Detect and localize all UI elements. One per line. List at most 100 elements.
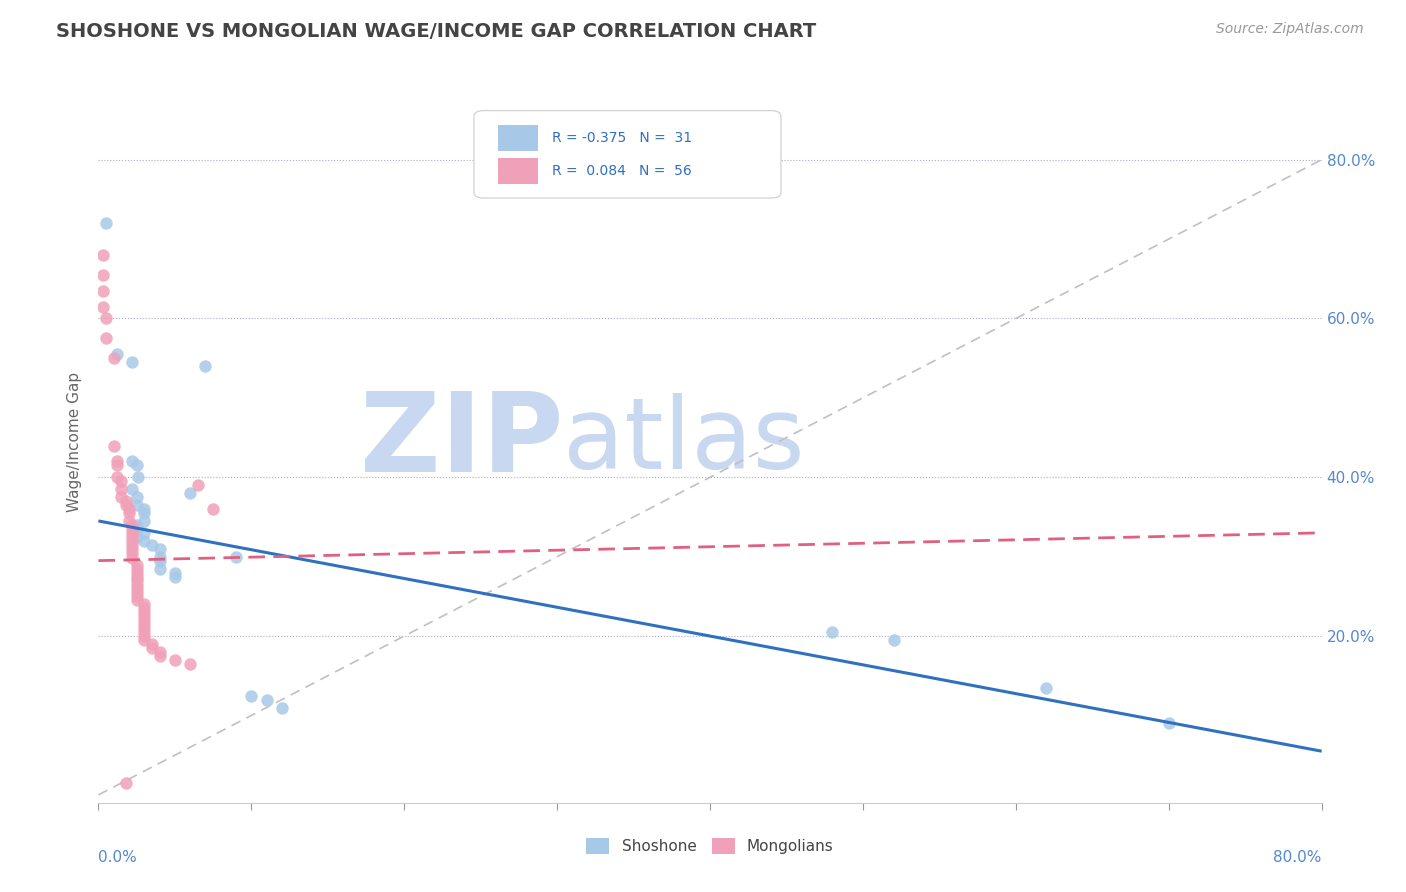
Point xyxy=(118,506,141,520)
Text: atlas: atlas xyxy=(564,393,804,490)
Point xyxy=(105,470,128,484)
Point xyxy=(127,470,149,484)
Point xyxy=(105,347,128,361)
Point xyxy=(134,617,156,632)
Point xyxy=(134,633,156,648)
Point xyxy=(1157,716,1180,731)
Point xyxy=(103,438,125,452)
Point xyxy=(134,621,156,635)
Point xyxy=(149,549,172,564)
Legend: Shoshone, Mongolians: Shoshone, Mongolians xyxy=(581,832,839,860)
Point xyxy=(125,566,148,580)
Point xyxy=(163,653,186,667)
Point xyxy=(121,533,143,548)
Point xyxy=(121,538,143,552)
Point xyxy=(125,585,148,599)
Point xyxy=(179,657,201,671)
Point xyxy=(121,525,143,540)
Point xyxy=(125,530,148,544)
Point xyxy=(125,561,148,575)
Point xyxy=(149,541,172,556)
Point xyxy=(110,490,132,504)
Point xyxy=(134,525,156,540)
Point xyxy=(125,458,148,473)
Point xyxy=(225,549,247,564)
Point xyxy=(118,514,141,528)
Point xyxy=(256,692,278,706)
FancyBboxPatch shape xyxy=(474,111,780,198)
Point xyxy=(134,506,156,520)
Point xyxy=(134,514,156,528)
Point xyxy=(115,498,138,512)
Point xyxy=(240,689,263,703)
Point xyxy=(110,475,132,489)
Text: SHOSHONE VS MONGOLIAN WAGE/INCOME GAP CORRELATION CHART: SHOSHONE VS MONGOLIAN WAGE/INCOME GAP CO… xyxy=(56,22,817,41)
Text: ZIP: ZIP xyxy=(360,388,564,495)
Point xyxy=(121,546,143,560)
Point xyxy=(134,502,156,516)
Point xyxy=(110,482,132,496)
Point xyxy=(105,454,128,468)
Point xyxy=(141,637,163,651)
Point xyxy=(141,538,163,552)
Point xyxy=(134,601,156,615)
Point xyxy=(125,490,148,504)
Point xyxy=(115,494,138,508)
Point xyxy=(121,522,143,536)
Text: R =  0.084   N =  56: R = 0.084 N = 56 xyxy=(553,164,692,178)
Point xyxy=(179,486,201,500)
Point xyxy=(134,605,156,619)
Point xyxy=(91,268,114,282)
Point xyxy=(125,517,148,532)
Point xyxy=(121,454,143,468)
Point xyxy=(125,593,148,607)
Point xyxy=(163,566,186,580)
Point xyxy=(121,355,143,369)
Point xyxy=(134,625,156,640)
Point xyxy=(194,359,217,373)
Point xyxy=(125,590,148,604)
Bar xyxy=(498,158,537,184)
Point xyxy=(149,561,172,575)
Point xyxy=(121,530,143,544)
Point xyxy=(163,569,186,583)
Point xyxy=(125,577,148,591)
Point xyxy=(121,482,143,496)
Point xyxy=(105,458,128,473)
Point xyxy=(125,522,148,536)
Point xyxy=(125,582,148,596)
Point xyxy=(141,640,163,655)
Point xyxy=(118,502,141,516)
Point xyxy=(121,551,143,566)
Point xyxy=(121,517,143,532)
Point xyxy=(149,554,172,568)
Point xyxy=(125,574,148,588)
Point xyxy=(134,597,156,611)
Point xyxy=(91,248,114,262)
Point xyxy=(91,284,114,298)
Point xyxy=(134,609,156,624)
Point xyxy=(121,541,143,556)
Point xyxy=(202,502,225,516)
Text: 80.0%: 80.0% xyxy=(1274,850,1322,864)
Point xyxy=(125,569,148,583)
Point xyxy=(821,625,844,640)
Point xyxy=(115,776,138,790)
Point xyxy=(149,645,172,659)
Point xyxy=(149,648,172,663)
Point xyxy=(103,351,125,366)
Point xyxy=(134,629,156,643)
Y-axis label: Wage/Income Gap: Wage/Income Gap xyxy=(67,371,83,512)
Point xyxy=(134,533,156,548)
Point xyxy=(270,700,292,714)
Point xyxy=(91,300,114,314)
Point xyxy=(1035,681,1057,695)
Point xyxy=(125,558,148,572)
Point xyxy=(94,331,117,345)
Text: R = -0.375   N =  31: R = -0.375 N = 31 xyxy=(553,130,692,145)
Text: Source: ZipAtlas.com: Source: ZipAtlas.com xyxy=(1216,22,1364,37)
Text: 0.0%: 0.0% xyxy=(98,850,138,864)
Point xyxy=(883,633,905,648)
Point xyxy=(134,613,156,627)
Point xyxy=(125,498,148,512)
